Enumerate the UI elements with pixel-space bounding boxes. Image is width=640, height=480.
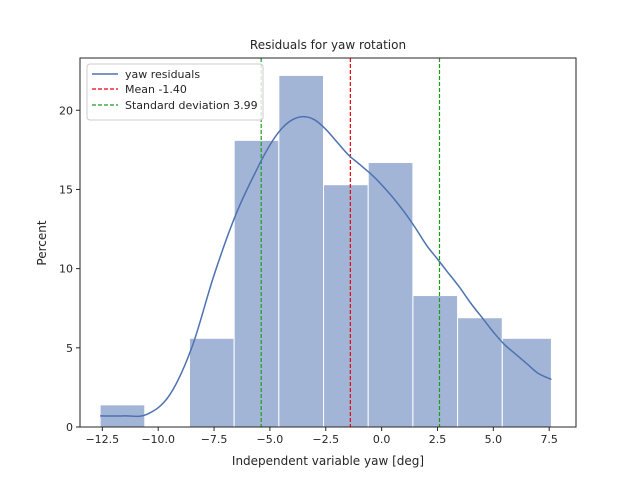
histogram-bar <box>278 74 325 428</box>
legend-mean-label: Mean -1.40 <box>125 83 187 96</box>
plot-frame <box>79 57 577 428</box>
histogram-bar <box>233 139 280 428</box>
x-axis-ticks: −12.5 −10.0 −7.5 −5.0 −2.5 0.0 2.5 5.0 7.5 <box>85 427 558 446</box>
x-tick-label: 5.0 <box>485 433 503 446</box>
x-tick-label: 2.5 <box>429 433 447 446</box>
y-tick-label: 15 <box>59 183 73 196</box>
chart-title: Residuals for yaw rotation <box>250 38 406 52</box>
y-axis-label: Percent <box>35 220 49 265</box>
x-axis-label: Independent variable yaw [deg] <box>232 454 424 468</box>
y-axis-ticks: 0 5 10 15 20 <box>59 104 80 434</box>
histogram-bars <box>99 74 552 428</box>
histogram-bar <box>457 317 503 428</box>
histogram-bar <box>323 184 369 428</box>
y-tick-label: 20 <box>59 104 73 117</box>
x-tick-label: −5.0 <box>257 433 284 446</box>
legend-std-label: Standard deviation 3.99 <box>125 99 258 112</box>
legend-box <box>86 63 264 121</box>
legend: yaw residuals Mean -1.40 Standard deviat… <box>86 63 264 121</box>
histogram-bar <box>188 337 235 428</box>
y-tick-label: 10 <box>59 263 73 276</box>
x-tick-label: −7.5 <box>201 433 228 446</box>
x-tick-label: −2.5 <box>312 433 339 446</box>
histogram-bar <box>367 162 414 428</box>
y-tick-label: 5 <box>66 342 73 355</box>
legend-kde-label: yaw residuals <box>125 68 200 81</box>
histogram-bar <box>412 295 459 428</box>
x-tick-label: −10.0 <box>141 433 175 446</box>
y-tick-label: 0 <box>66 421 73 434</box>
kde-curve <box>100 115 552 418</box>
x-tick-label: 0.0 <box>373 433 391 446</box>
x-tick-label: −12.5 <box>85 433 119 446</box>
histogram-bar <box>501 337 552 428</box>
x-tick-label: 7.5 <box>540 433 558 446</box>
